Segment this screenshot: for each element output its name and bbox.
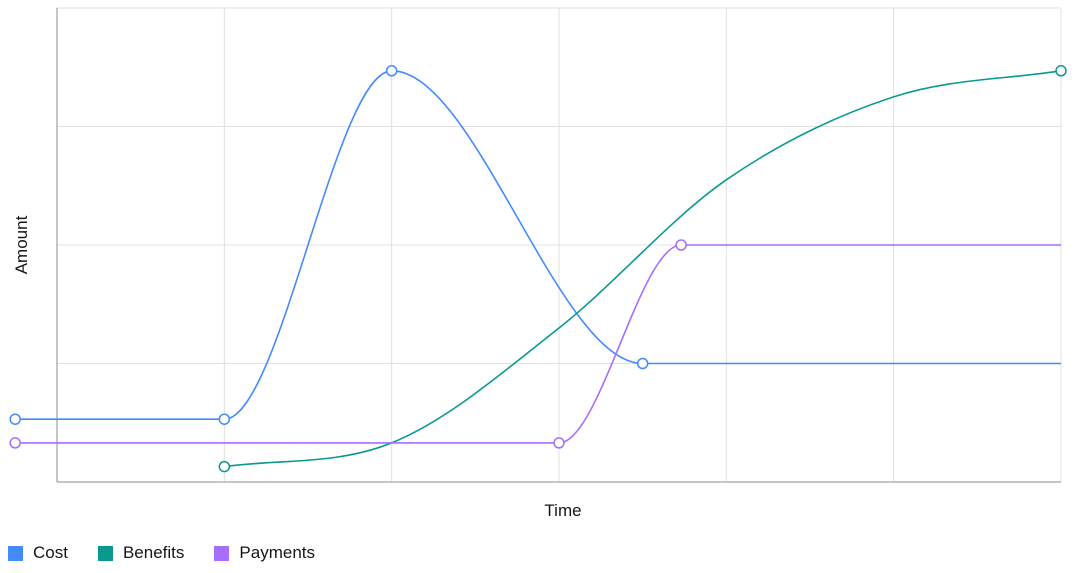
- series-payments: [9, 239, 1061, 449]
- data-point-payments[interactable]: [553, 437, 565, 449]
- series-line-payments: [15, 244, 1061, 444]
- legend-label: Cost: [33, 543, 68, 562]
- legend-swatch: [97, 545, 113, 561]
- x-axis-label: Time: [544, 501, 581, 520]
- series-benefits: [218, 65, 1067, 473]
- data-point-cost[interactable]: [385, 65, 398, 77]
- data-point-cost[interactable]: [636, 357, 649, 370]
- legend-label: Benefits: [122, 543, 185, 562]
- series-line-cost: [15, 70, 1061, 420]
- series-cost: [9, 65, 1061, 425]
- legend-item-payments[interactable]: Payments: [214, 542, 315, 564]
- data-point-payments[interactable]: [9, 437, 21, 449]
- data-point-cost[interactable]: [218, 413, 231, 425]
- series-layer: [9, 65, 1067, 473]
- data-point-benefits[interactable]: [218, 460, 231, 473]
- legend-swatch: [214, 545, 230, 561]
- data-point-cost[interactable]: [9, 413, 21, 425]
- legend-item-benefits[interactable]: Benefits: [97, 542, 185, 564]
- axes: [56, 8, 1061, 483]
- legend-swatch: [8, 545, 23, 561]
- series-line-benefits: [224, 70, 1062, 468]
- data-point-payments[interactable]: [675, 239, 687, 251]
- legend-label: Payments: [239, 543, 315, 562]
- y-axis-label: Amount: [12, 215, 31, 274]
- legend-item-cost[interactable]: Cost: [8, 542, 68, 564]
- legend: Cost Benefits Payments: [8, 542, 345, 564]
- data-point-benefits[interactable]: [1055, 65, 1067, 77]
